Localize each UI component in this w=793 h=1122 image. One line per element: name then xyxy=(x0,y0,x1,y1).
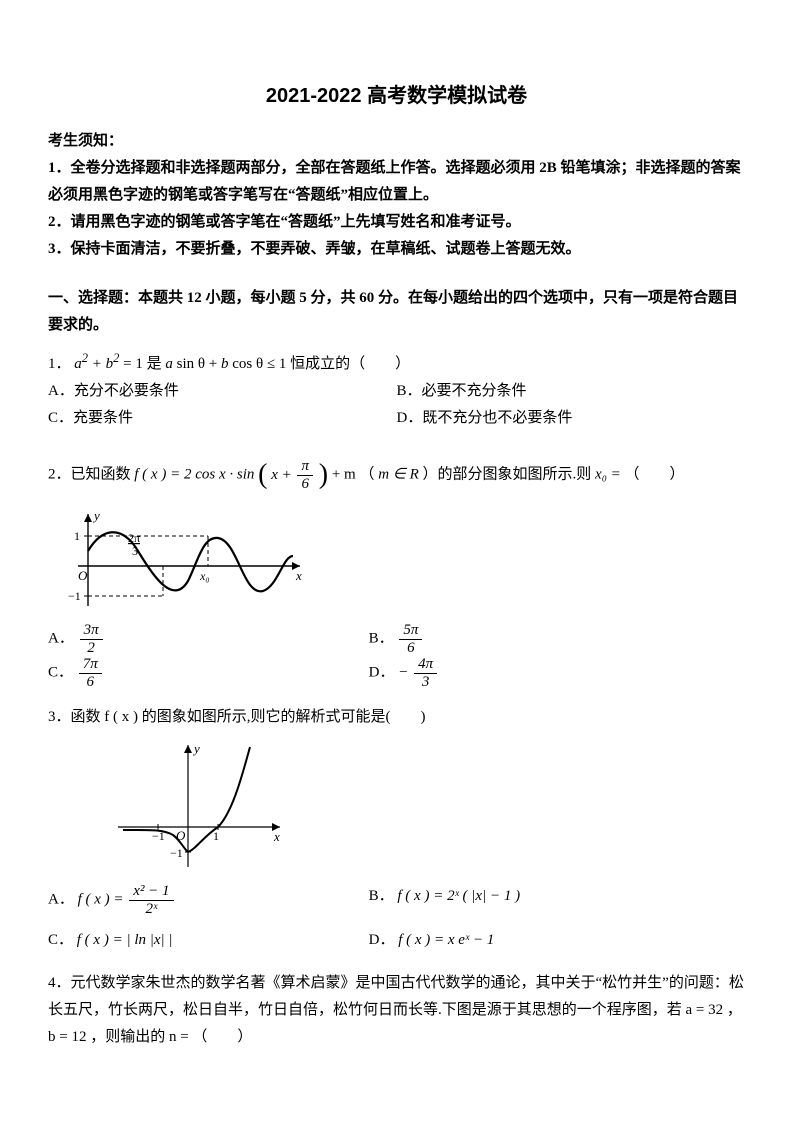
q2c-den: 6 xyxy=(79,674,102,691)
q1-num: 1． xyxy=(48,356,71,372)
q4-stem: 4．元代数学家朱世杰的数学名著《算术启蒙》是中国古代代数学的通论，其中关于“松竹… xyxy=(48,975,744,1045)
q1-eq1: = 1 是 xyxy=(123,356,165,372)
q3-options: A． f ( x ) = x² − 12ˣ B． f ( x ) = 2ˣ ( … xyxy=(48,883,745,954)
q2-6: 6 xyxy=(297,476,313,493)
q3-opt-c: C． f ( x ) = | ln |x| | xyxy=(48,927,369,954)
q1-opt-b: B．必要不充分条件 xyxy=(397,378,746,405)
q2-opt-d: D． − 4π3 xyxy=(369,656,745,690)
q1-opt-a: A．充分不必要条件 xyxy=(48,378,397,405)
q2-figure: y x O 1 −1 2π 3 x₀ xyxy=(68,506,745,616)
q2d-minus: − xyxy=(398,665,412,681)
question-2: 2．已知函数 f ( x ) = 2 cos x · sin ( x + π 6… xyxy=(48,450,745,500)
instructions-head: 考生须知： xyxy=(48,128,745,155)
q3a-fx: f ( x ) = xyxy=(78,892,128,908)
q2-tick1: 1 xyxy=(74,529,80,543)
q2-fig-x: x xyxy=(295,568,302,583)
q3-yarrow-icon xyxy=(184,745,192,753)
q2-xplus: x + xyxy=(271,467,295,483)
q2-inside: x + π 6 xyxy=(271,467,319,483)
q3a-num: x² − 1 xyxy=(129,883,173,901)
q3-curve xyxy=(123,747,250,852)
q2-opt-c: C． 7π6 xyxy=(48,656,369,690)
q2d-den: 3 xyxy=(414,674,437,691)
q3a-den: 2ˣ xyxy=(129,901,173,918)
q2-pi6: π 6 xyxy=(297,458,313,492)
q2-tail: （ ） xyxy=(625,467,685,483)
exam-page: 2021-2022 高考数学模拟试卷 考生须知： 1．全卷分选择题和非选择题两部… xyxy=(0,0,793,1122)
q1-a: a xyxy=(74,356,82,372)
q3-stem: 3．函数 f ( x ) 的图象如图所示,则它的解析式可能是( ) xyxy=(48,709,425,725)
q2d-num: 4π xyxy=(414,656,437,674)
instruction-3: 3．保持卡面清洁，不要折叠，不要弄破、弄皱，在草稿纸、试题卷上答题无效。 xyxy=(48,236,745,263)
q3a-pre: A． xyxy=(48,892,74,908)
q2-svg: y x O 1 −1 2π 3 x₀ xyxy=(68,506,308,616)
instruction-1: 1．全卷分选择题和非选择题两部分，全部在答题纸上作答。选择题必须用 2B 铅笔填… xyxy=(48,155,745,209)
q1-options: A．充分不必要条件 B．必要不充分条件 C．充要条件 D．既不充分也不必要条件 xyxy=(48,378,745,432)
q2b-den: 6 xyxy=(399,640,422,657)
q2a-pre: A． xyxy=(48,631,74,647)
q2b-pre: B． xyxy=(369,631,394,647)
lbl-x0: x₀ xyxy=(199,569,210,583)
q1-opt-c: C．充要条件 xyxy=(48,405,397,432)
q1-opt-d: D．既不充分也不必要条件 xyxy=(397,405,746,432)
q3c-fx: f ( x ) = | ln |x| | xyxy=(77,932,173,948)
q3c-pre: C． xyxy=(48,932,73,948)
q2-curve xyxy=(88,533,293,592)
q3-opt-d: D． f ( x ) = x eˣ − 1 xyxy=(369,927,745,954)
section-1-head: 一、选择题：本题共 12 小题，每小题 5 分，共 60 分。在每小题给出的四个… xyxy=(48,285,745,339)
q1-cos: cos θ ≤ 1 恒成立的（ ） xyxy=(232,356,410,372)
q3-fO: O xyxy=(176,828,186,843)
q2-mR: m ∈ R xyxy=(378,467,419,483)
q3b-pre: B． xyxy=(369,888,394,904)
q3-fx: x xyxy=(273,829,280,844)
q2d-pre: D． xyxy=(369,665,395,681)
q2-post2: ）的部分图象如图所示.则 xyxy=(423,467,596,483)
q2-x0: x₀ = xyxy=(595,467,625,483)
question-3: 3．函数 f ( x ) 的图象如图所示,则它的解析式可能是( ) xyxy=(48,704,745,731)
lbl-2pi3-num: 2π xyxy=(128,531,140,545)
q2-tickm1: −1 xyxy=(68,589,81,603)
q2-opt-a: A． 3π2 xyxy=(48,622,369,656)
q3-fy: y xyxy=(192,741,200,756)
q1-b2: b xyxy=(221,356,229,372)
q1-sin: sin θ + xyxy=(177,356,221,372)
q2a-num: 3π xyxy=(80,622,103,640)
q2-lparen: ( xyxy=(258,459,267,490)
q2c-pre: C． xyxy=(48,665,73,681)
q2-fig-y: y xyxy=(92,508,100,523)
q3b-fx: f ( x ) = 2ˣ ( |x| − 1 ) xyxy=(397,888,520,904)
q1-plus1: + xyxy=(92,356,106,372)
q3-opt-a: A． f ( x ) = x² − 12ˣ xyxy=(48,883,369,917)
q2-rparen: ) xyxy=(319,459,328,490)
question-4: 4．元代数学家朱世杰的数学名著《算术启蒙》是中国古代代数学的通论，其中关于“松竹… xyxy=(48,970,745,1051)
q2-pre: 2．已知函数 xyxy=(48,467,134,483)
question-1: 1． a2 + b2 = 1 是 a sin θ + b cos θ ≤ 1 恒… xyxy=(48,347,745,378)
q2a-den: 2 xyxy=(80,640,103,657)
q2c-num: 7π xyxy=(79,656,102,674)
q3d-pre: D． xyxy=(369,932,395,948)
q2-fx: f ( x ) = 2 cos x · sin xyxy=(134,467,254,483)
instruction-2: 2．请用黑色字迹的钢笔或答字笔在“答题纸”上先填写姓名和准考证号。 xyxy=(48,209,745,236)
y-arrow-icon xyxy=(84,514,92,522)
q3-opt-b: B． f ( x ) = 2ˣ ( |x| − 1 ) xyxy=(369,883,745,917)
q3d-fx: f ( x ) = x eˣ − 1 xyxy=(398,932,494,948)
q3-figure: y x O −1 1 −1 xyxy=(108,737,745,877)
q2-options: A． 3π2 B． 5π6 C． 7π6 D． − 4π3 xyxy=(48,622,745,690)
q3-svg: y x O −1 1 −1 xyxy=(108,737,288,877)
q1-a2: a xyxy=(165,356,173,372)
q1-expr: a2 + b2 = 1 是 a sin θ + b cos θ ≤ 1 恒成立的… xyxy=(74,356,410,372)
q2b-num: 5π xyxy=(399,622,422,640)
q2-opt-b: B． 5π6 xyxy=(369,622,745,656)
q2-post1: + m （ xyxy=(332,467,375,483)
page-title: 2021-2022 高考数学模拟试卷 xyxy=(48,78,745,114)
q3-fm1y: −1 xyxy=(170,846,183,860)
q2-fig-O: O xyxy=(78,568,88,583)
q2-pi: π xyxy=(297,458,313,476)
